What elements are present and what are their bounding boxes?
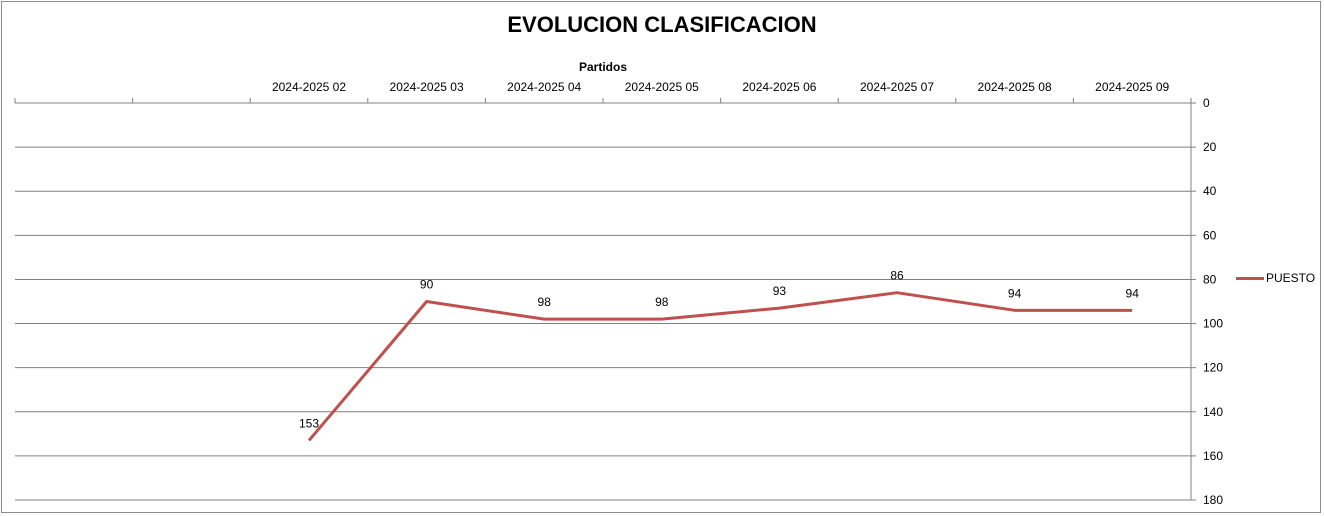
x-tick-label: 2024-2025 08 [978,80,1052,94]
x-tick-label: 2024-2025 03 [390,80,464,94]
x-tick-label: 2024-2025 06 [742,80,816,94]
y-tick-label: 60 [1203,228,1217,242]
x-tick-label: 2024-2025 07 [860,80,934,94]
legend-swatch-puesto [1236,276,1264,280]
series-line-puesto [307,291,1133,442]
y-tick-label: 20 [1203,140,1217,154]
x-axis-title: Partidos [578,60,627,74]
y-tick-label: 160 [1203,449,1223,463]
y-tick-label: 100 [1203,317,1223,331]
data-label: 153 [299,416,319,430]
data-label: 98 [655,295,669,309]
legend: PUESTO [1236,271,1315,285]
data-label: 98 [538,295,552,309]
data-label: 86 [890,269,904,283]
data-label: 94 [1126,286,1140,300]
x-tick-label: 2024-2025 04 [507,80,581,94]
data-label: 90 [420,278,434,292]
x-tick-label: 2024-2025 02 [272,80,346,94]
x-tick-label: 2024-2025 05 [625,80,699,94]
x-tick-label: 2024-2025 09 [1095,80,1169,94]
data-label: 93 [773,284,787,298]
y-tick-label: 40 [1203,184,1217,198]
y-tick-label: 180 [1203,493,1223,507]
y-tick-label: 120 [1203,361,1223,375]
legend-label-puesto: PUESTO [1266,271,1316,285]
data-label: 94 [1008,286,1022,300]
y-tick-label: 140 [1203,405,1223,419]
y-tick-label: 0 [1203,96,1210,110]
chart-title: EVOLUCION CLASIFICACION [507,12,817,37]
y-tick-label: 80 [1203,272,1217,286]
